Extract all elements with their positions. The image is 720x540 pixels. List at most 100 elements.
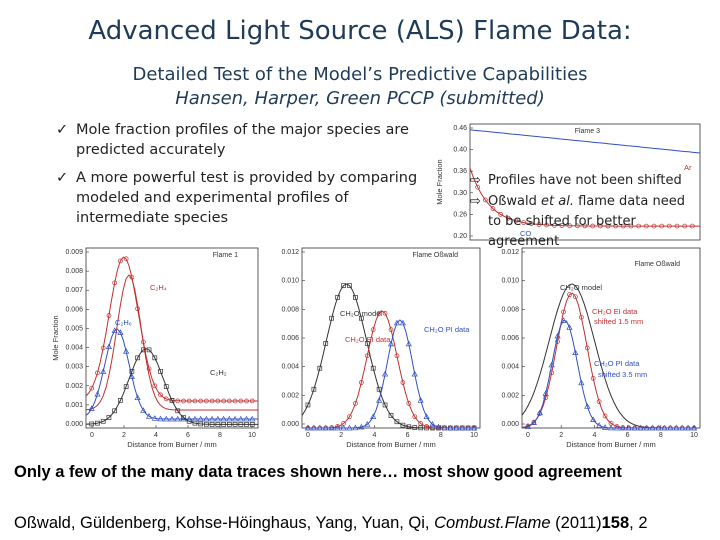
y-tick-label: 0.004	[281, 364, 299, 371]
marker	[215, 422, 221, 427]
marker	[597, 223, 603, 229]
marker	[602, 413, 608, 419]
y-tick-label: 0.009	[65, 249, 83, 256]
marker	[505, 215, 511, 221]
marker	[134, 394, 141, 401]
x-tick-label: 4	[372, 432, 376, 439]
y-tick-label: 0.000	[501, 421, 519, 428]
marker	[358, 423, 365, 430]
marker	[498, 212, 504, 217]
marker	[328, 424, 335, 431]
plot-frame	[521, 247, 701, 429]
marker	[382, 310, 388, 316]
figure-panel: Flame Oßwald 0.012 0.010 0.008 0.006 0.004 0.0…	[501, 247, 701, 449]
marker	[140, 347, 146, 353]
y-tick-label: 0.010	[501, 278, 519, 285]
marker	[163, 415, 170, 422]
marker	[88, 405, 95, 411]
x-tick-label: 10	[470, 432, 478, 439]
curve	[469, 167, 700, 227]
marker	[567, 223, 573, 229]
marker	[221, 422, 226, 427]
marker	[554, 332, 561, 339]
marker	[105, 343, 113, 349]
marker	[347, 414, 352, 420]
marker	[636, 223, 642, 229]
marker	[685, 424, 692, 431]
y-tick-label: 0.012	[501, 249, 519, 256]
y-axis-label: Mole Fraction	[51, 315, 60, 360]
plot-frame	[301, 247, 481, 429]
marker	[220, 415, 227, 422]
marker	[628, 223, 634, 229]
marker	[590, 375, 596, 381]
series-label: CH₂O model	[560, 283, 602, 292]
marker	[94, 390, 101, 397]
marker	[316, 424, 323, 431]
citation-volume: 158	[601, 514, 630, 532]
marker	[370, 365, 376, 371]
marker	[358, 380, 364, 385]
bullet-marker: ✓	[56, 170, 69, 186]
x-tick-label: 4	[154, 432, 158, 439]
marker	[613, 223, 619, 229]
marker	[129, 369, 135, 374]
marker	[584, 345, 590, 351]
note-text: Profiles have not been shifted	[488, 171, 682, 191]
citation: Oßwald, Güldenberg, Kohse-Höinghaus, Yan…	[14, 514, 648, 533]
x-tick-label: 8	[659, 432, 663, 439]
x-tick-label: 10	[248, 432, 256, 439]
note: ⇨ Profiles have not been shifted	[470, 171, 700, 191]
marker	[364, 421, 371, 427]
marker	[152, 383, 158, 389]
marker	[192, 420, 198, 426]
marker	[335, 295, 340, 300]
series-label: CH₂O PI data	[594, 359, 640, 368]
marker	[175, 398, 181, 404]
y-tick-label: 0.008	[65, 268, 83, 275]
x-tick-label: 2	[339, 432, 343, 439]
marker	[560, 317, 567, 323]
x-tick-label: 8	[439, 432, 443, 439]
marker	[169, 398, 175, 403]
marker	[430, 425, 435, 430]
marker	[412, 414, 418, 420]
marker	[400, 380, 406, 385]
marker	[100, 345, 106, 351]
y-tick-label: 0.000	[281, 421, 299, 428]
marker	[590, 416, 597, 423]
marker	[215, 398, 221, 404]
marker	[651, 223, 657, 229]
marker	[89, 385, 95, 391]
marker	[387, 340, 395, 347]
series-label: C₂H₄	[150, 283, 167, 292]
marker	[329, 315, 335, 321]
x-axis-label: Distance from Burner / mm	[566, 440, 656, 449]
marker	[566, 324, 573, 330]
marker	[311, 386, 317, 392]
marker	[347, 283, 352, 288]
series-label: CH₂O PI data	[424, 325, 470, 334]
figure-title: Flame 1	[213, 252, 238, 259]
marker	[181, 415, 186, 420]
marker	[181, 398, 186, 404]
marker	[382, 402, 388, 408]
marker	[341, 283, 346, 288]
citation-year: (2011)	[550, 514, 602, 532]
marker	[574, 223, 580, 229]
x-tick-label: 6	[406, 432, 410, 439]
marker	[666, 223, 672, 229]
marker	[561, 309, 566, 315]
marker	[536, 409, 543, 416]
marker	[244, 422, 249, 427]
marker	[441, 424, 448, 431]
marker	[530, 419, 537, 425]
marker	[186, 418, 192, 424]
marker	[551, 223, 557, 228]
marker	[238, 398, 244, 404]
marker	[152, 355, 158, 361]
x-tick-label: 0	[90, 432, 94, 439]
marker	[429, 421, 436, 427]
note-marker: ⇨	[470, 173, 481, 188]
marker	[637, 424, 644, 431]
